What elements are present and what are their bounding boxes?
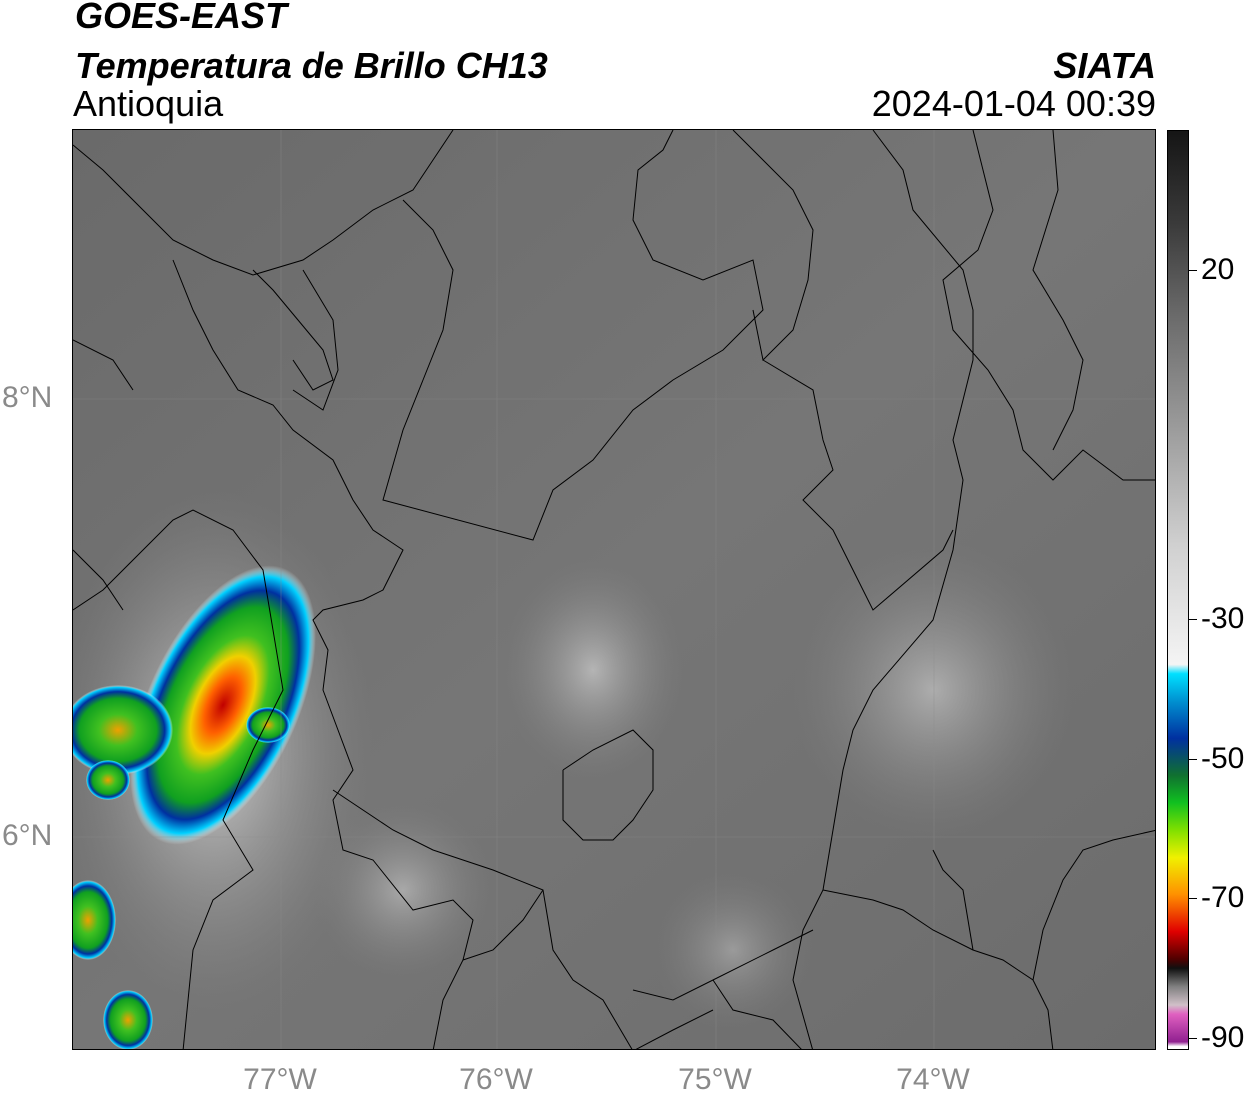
colorbar-tick: [1189, 898, 1197, 899]
colorbar-label-minus90: -90: [1201, 1021, 1245, 1054]
colorbar-label-20: 20: [1201, 253, 1235, 286]
lon-label-77w: 77°W: [243, 1063, 317, 1096]
colorbar-label-minus50: -50: [1201, 742, 1245, 775]
colorbar-label-minus70: -70: [1201, 881, 1245, 914]
lon-label-74w: 74°W: [896, 1063, 970, 1096]
lon-label-75w: 75°W: [678, 1063, 752, 1096]
colorbar-tick: [1189, 759, 1197, 760]
boundaries: [73, 130, 1155, 1049]
region-label: Antioquia: [73, 83, 224, 124]
graticule: [73, 130, 1155, 1049]
colorbar: [1167, 130, 1189, 1050]
lon-label-76w: 76°W: [459, 1063, 533, 1096]
datetime-label: 2024-01-04 00:39: [871, 83, 1156, 124]
colorbar-tick: [1189, 1038, 1197, 1039]
satellite-title: GOES-EAST: [75, 0, 288, 36]
colorbar-label-minus30: -30: [1201, 602, 1245, 635]
colorbar-tick: [1189, 270, 1197, 271]
lat-label-8n: 8°N: [2, 381, 53, 414]
satellite-map: [72, 129, 1156, 1050]
colorbar-tick: [1189, 619, 1197, 620]
agency-label: SIATA: [1053, 45, 1156, 86]
product-title: Temperatura de Brillo CH13: [75, 45, 548, 86]
brightness-temperature-field: [73, 130, 1155, 1049]
lat-label-6n: 6°N: [2, 819, 53, 852]
